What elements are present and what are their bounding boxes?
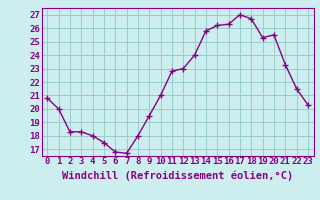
X-axis label: Windchill (Refroidissement éolien,°C): Windchill (Refroidissement éolien,°C): [62, 171, 293, 181]
